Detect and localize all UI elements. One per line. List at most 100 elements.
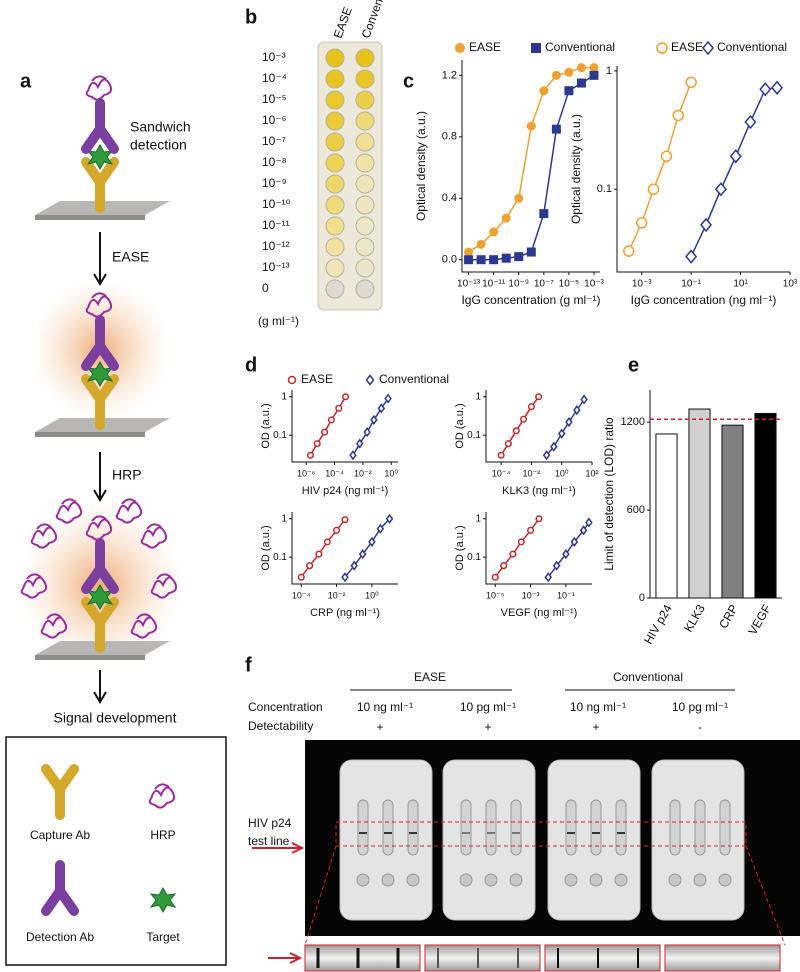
window — [407, 799, 419, 856]
window — [565, 799, 577, 856]
marker — [315, 550, 323, 558]
window — [615, 799, 627, 856]
x-tick-label: 10⁻² — [328, 590, 346, 600]
x-tick-label: 10⁻¹ — [557, 590, 575, 600]
marker — [527, 526, 535, 534]
marker — [491, 573, 499, 581]
bar — [754, 412, 777, 599]
marker — [341, 516, 349, 524]
legend-label: EASE — [469, 40, 501, 54]
marker — [635, 217, 648, 229]
row-label: 10⁻³ — [262, 50, 286, 64]
marker — [335, 404, 343, 412]
window — [510, 799, 522, 856]
port — [668, 873, 682, 887]
marker — [368, 536, 376, 547]
marker — [476, 239, 486, 249]
well — [355, 258, 375, 278]
well — [325, 174, 345, 194]
marker — [297, 573, 305, 581]
crop — [424, 944, 541, 972]
well — [355, 279, 375, 299]
arrow — [93, 670, 107, 704]
marker — [565, 416, 573, 428]
marker — [647, 183, 660, 196]
zoom-line — [745, 845, 786, 946]
concentration: 10 ng ml⁻¹ — [570, 700, 626, 714]
detectability: - — [698, 720, 702, 734]
marker — [580, 394, 588, 405]
marker — [531, 43, 541, 53]
marker — [702, 40, 714, 56]
x-tick-label: 10⁻⁴ — [492, 468, 511, 478]
well — [325, 195, 345, 215]
marker — [377, 403, 386, 414]
y-axis-label: Optical density (a.u.) — [414, 111, 428, 221]
row-label: 10⁻⁴ — [262, 71, 287, 85]
icon — [46, 865, 74, 911]
marker — [576, 63, 586, 73]
well — [355, 174, 375, 194]
x-tick-label: 10⁻¹ — [681, 279, 701, 290]
marker — [685, 76, 697, 89]
x-tick-label: 10⁻¹³ — [457, 279, 481, 290]
detectability: + — [376, 720, 383, 734]
y-tick-label: 1.2 — [442, 69, 457, 81]
marker — [306, 562, 314, 570]
x-tick-label: 10⁻⁵ — [559, 279, 580, 290]
port — [589, 873, 603, 887]
crop — [304, 944, 421, 972]
marker — [539, 209, 549, 219]
marker — [771, 80, 784, 95]
marker — [501, 253, 511, 263]
panel-label: a — [20, 70, 32, 92]
step-label: Sandwich — [130, 119, 191, 135]
y-tick-label: 1 — [281, 513, 287, 524]
y-axis-label: Optical density (a.u.) — [569, 114, 583, 224]
axes — [291, 512, 398, 585]
marker — [585, 517, 593, 528]
y-tick-label: 0.1 — [273, 430, 287, 441]
port — [564, 873, 578, 887]
y-tick-label: 0.0 — [442, 254, 457, 266]
well — [325, 69, 345, 89]
axes — [291, 390, 398, 463]
marker — [350, 560, 358, 571]
marker — [509, 550, 517, 558]
schematic: Sandwich detection EASE HRP Signal devel… — [5, 76, 227, 966]
well — [355, 237, 375, 257]
y-tick-label: 600 — [627, 504, 645, 516]
row-label: 10⁻¹¹ — [262, 218, 290, 232]
arrow — [93, 232, 107, 286]
marker — [759, 82, 772, 97]
arrow — [268, 952, 303, 964]
axes — [485, 390, 592, 463]
x-tick-label: 10⁻² — [354, 468, 372, 478]
port — [406, 873, 420, 887]
step-label: EASE — [112, 249, 149, 265]
x-tick-label: 10⁻⁹ — [508, 279, 529, 290]
marker — [489, 255, 499, 265]
legend-label: Conventional — [717, 40, 787, 54]
marker — [306, 451, 314, 459]
legend-label: EASE — [301, 372, 333, 386]
arrow — [93, 452, 107, 502]
x-tick-label: 10⁻⁴ — [292, 590, 311, 600]
y-axis-label: OD (a.u.) — [260, 403, 272, 448]
marker — [570, 536, 579, 547]
marker — [501, 213, 511, 223]
marker — [341, 572, 349, 583]
icon — [46, 769, 74, 815]
marker — [500, 562, 508, 570]
legend-label: Detection Ab — [26, 930, 94, 944]
marker — [349, 450, 357, 461]
y-axis-label: OD (a.u.) — [260, 525, 272, 570]
well — [355, 153, 375, 173]
detectability: + — [592, 720, 599, 734]
panel-label: d — [245, 354, 257, 376]
marker — [729, 149, 742, 164]
legend-box — [5, 736, 227, 966]
panel-label: f — [245, 654, 252, 676]
marker — [455, 43, 465, 53]
